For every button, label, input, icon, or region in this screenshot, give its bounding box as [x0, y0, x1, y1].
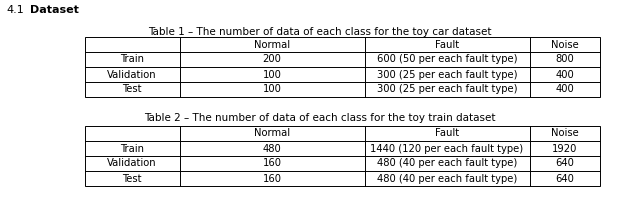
Text: 600 (50 per each fault type): 600 (50 per each fault type) [377, 54, 517, 64]
Text: Dataset: Dataset [30, 5, 79, 15]
Text: Table 2 – The number of data of each class for the toy train dataset: Table 2 – The number of data of each cla… [144, 113, 496, 123]
Text: 640: 640 [556, 159, 575, 169]
Text: 400: 400 [556, 70, 574, 80]
Text: 640: 640 [556, 173, 575, 184]
Text: Fault: Fault [435, 39, 459, 49]
Text: 400: 400 [556, 85, 574, 95]
Text: 4.1: 4.1 [6, 5, 24, 15]
Text: Noise: Noise [551, 128, 579, 138]
Text: Test: Test [122, 85, 141, 95]
Text: 300 (25 per each fault type): 300 (25 per each fault type) [377, 70, 517, 80]
Text: Validation: Validation [107, 159, 157, 169]
Text: Normal: Normal [254, 128, 290, 138]
Text: Table 1 – The number of data of each class for the toy car dataset: Table 1 – The number of data of each cla… [148, 27, 492, 37]
Text: 300 (25 per each fault type): 300 (25 per each fault type) [377, 85, 517, 95]
Text: 160: 160 [262, 159, 282, 169]
Text: 1440 (120 per each fault type): 1440 (120 per each fault type) [371, 144, 524, 153]
Text: 480 (40 per each fault type): 480 (40 per each fault type) [377, 159, 517, 169]
Text: 480 (40 per each fault type): 480 (40 per each fault type) [377, 173, 517, 184]
Text: Fault: Fault [435, 128, 459, 138]
Text: Test: Test [122, 173, 141, 184]
Text: 480: 480 [262, 144, 282, 153]
Text: 1920: 1920 [552, 144, 578, 153]
Text: Noise: Noise [551, 39, 579, 49]
Text: Validation: Validation [107, 70, 157, 80]
Text: 100: 100 [262, 85, 282, 95]
Bar [85, 37, 600, 97]
Text: Train: Train [120, 144, 144, 153]
Text: Train: Train [120, 54, 144, 64]
Text: 160: 160 [262, 173, 282, 184]
Text: 100: 100 [262, 70, 282, 80]
Text: 800: 800 [556, 54, 574, 64]
Text: 200: 200 [262, 54, 282, 64]
Text: Normal: Normal [254, 39, 290, 49]
Bar [85, 126, 600, 186]
